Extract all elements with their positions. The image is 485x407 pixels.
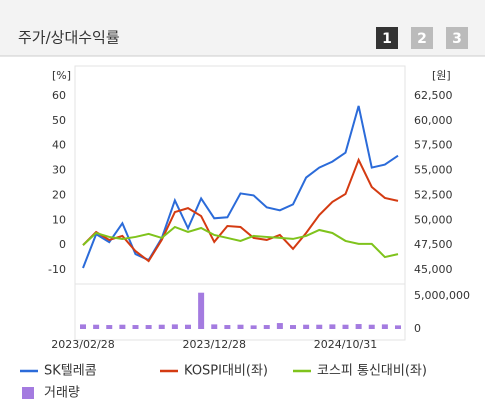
tab-label[interactable]: 3 (452, 31, 462, 47)
volume-bar (368, 324, 375, 329)
y-tick-label: 0 (59, 238, 66, 251)
series-line (82, 225, 399, 259)
x-tick-label: 2024/10/31 (314, 338, 377, 351)
volume-bar (250, 325, 257, 329)
volume-bar (290, 325, 296, 329)
legend-swatch (22, 387, 34, 399)
y-tick-label: -10 (48, 263, 66, 276)
y-tick-label: 20 (52, 188, 66, 201)
y2-tick-label: 57,500 (414, 139, 453, 152)
y2-tick-label: 55,000 (414, 164, 453, 177)
volume-bar (106, 325, 113, 329)
y2-tick-label: 60,000 (414, 114, 453, 127)
plot-frame (74, 65, 406, 341)
volume-bar (132, 325, 139, 329)
volume-bar (211, 324, 218, 329)
y-tick-label: 50 (52, 114, 66, 127)
x-tick-label: 2023/12/28 (183, 338, 246, 351)
legend-label: 거래량 (44, 386, 80, 401)
volume-bar (395, 325, 401, 329)
y2-axis-label: [원] (432, 69, 451, 82)
header-bg (0, 0, 485, 56)
volume-bar (119, 324, 126, 329)
tab-button[interactable] (376, 27, 398, 49)
volume-tick-label: 5,000,000 (414, 289, 470, 302)
volume-bar (224, 325, 231, 329)
volume-bar (185, 324, 191, 329)
y-tick-label: 10 (52, 213, 66, 226)
volume-bar (355, 324, 362, 329)
volume-bar (342, 324, 349, 329)
volume-bar (93, 324, 100, 329)
y2-tick-label: 50,000 (414, 213, 453, 226)
y2-tick-label: 62,500 (414, 89, 453, 102)
y2-tick-label: 45,000 (414, 263, 453, 276)
series-line (82, 157, 399, 263)
volume-bar (329, 324, 336, 329)
volume-bar (276, 323, 283, 329)
tab-button[interactable] (411, 27, 433, 49)
volume-bar (316, 324, 323, 329)
y-tick-label: 30 (52, 164, 66, 177)
volume-bar (158, 324, 165, 329)
volume-bar (381, 324, 388, 329)
x-tick-label: 2023/02/28 (51, 338, 114, 351)
volume-bar (263, 325, 270, 329)
tab-label[interactable]: 1 (382, 31, 392, 47)
y2-tick-label: 47,500 (414, 238, 453, 251)
y-tick-label: 40 (52, 139, 66, 152)
legend-label: KOSPI대비(좌) (184, 364, 268, 379)
volume-tick-label: 0 (414, 322, 421, 335)
tab-button[interactable] (446, 27, 468, 49)
legend-label: 코스피 통신대비(좌) (317, 364, 427, 379)
volume-bar (145, 325, 152, 329)
volume-bar (171, 324, 178, 329)
header-title: 주가/상대수익률 (18, 29, 120, 47)
y-tick-label: 60 (52, 89, 66, 102)
volume-bar (303, 324, 310, 329)
y2-tick-label: 52,500 (414, 188, 453, 201)
volume-bar (237, 324, 244, 329)
volume-bar (198, 292, 205, 329)
legend-label: SK텔레콤 (44, 364, 97, 379)
volume-bar (80, 324, 86, 329)
tab-label[interactable]: 2 (417, 31, 427, 47)
series-line (82, 105, 399, 269)
y-axis-label: [%] (52, 69, 71, 82)
